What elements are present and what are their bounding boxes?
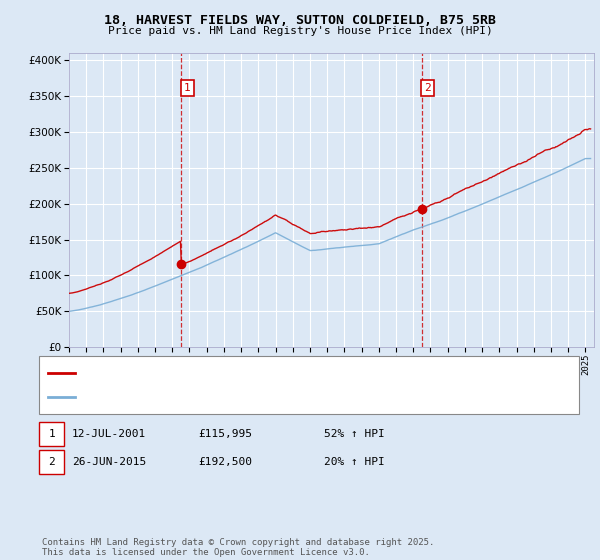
Text: HPI: Average price, semi-detached house, Birmingham: HPI: Average price, semi-detached house,… [81,391,380,402]
Text: 1: 1 [184,83,191,93]
Text: £192,500: £192,500 [198,457,252,467]
Text: Price paid vs. HM Land Registry's House Price Index (HPI): Price paid vs. HM Land Registry's House … [107,26,493,36]
Text: 18, HARVEST FIELDS WAY, SUTTON COLDFIELD, B75 5RB: 18, HARVEST FIELDS WAY, SUTTON COLDFIELD… [104,14,496,27]
Text: 12-JUL-2001: 12-JUL-2001 [72,429,146,439]
Text: Contains HM Land Registry data © Crown copyright and database right 2025.
This d: Contains HM Land Registry data © Crown c… [42,538,434,557]
Text: 1: 1 [48,429,55,439]
Text: 18, HARVEST FIELDS WAY, SUTTON COLDFIELD, B75 5RB (semi-detached house): 18, HARVEST FIELDS WAY, SUTTON COLDFIELD… [81,368,498,379]
Text: 20% ↑ HPI: 20% ↑ HPI [324,457,385,467]
Text: 2: 2 [48,457,55,467]
Text: 52% ↑ HPI: 52% ↑ HPI [324,429,385,439]
Text: 2: 2 [424,83,431,93]
Text: 26-JUN-2015: 26-JUN-2015 [72,457,146,467]
Text: £115,995: £115,995 [198,429,252,439]
